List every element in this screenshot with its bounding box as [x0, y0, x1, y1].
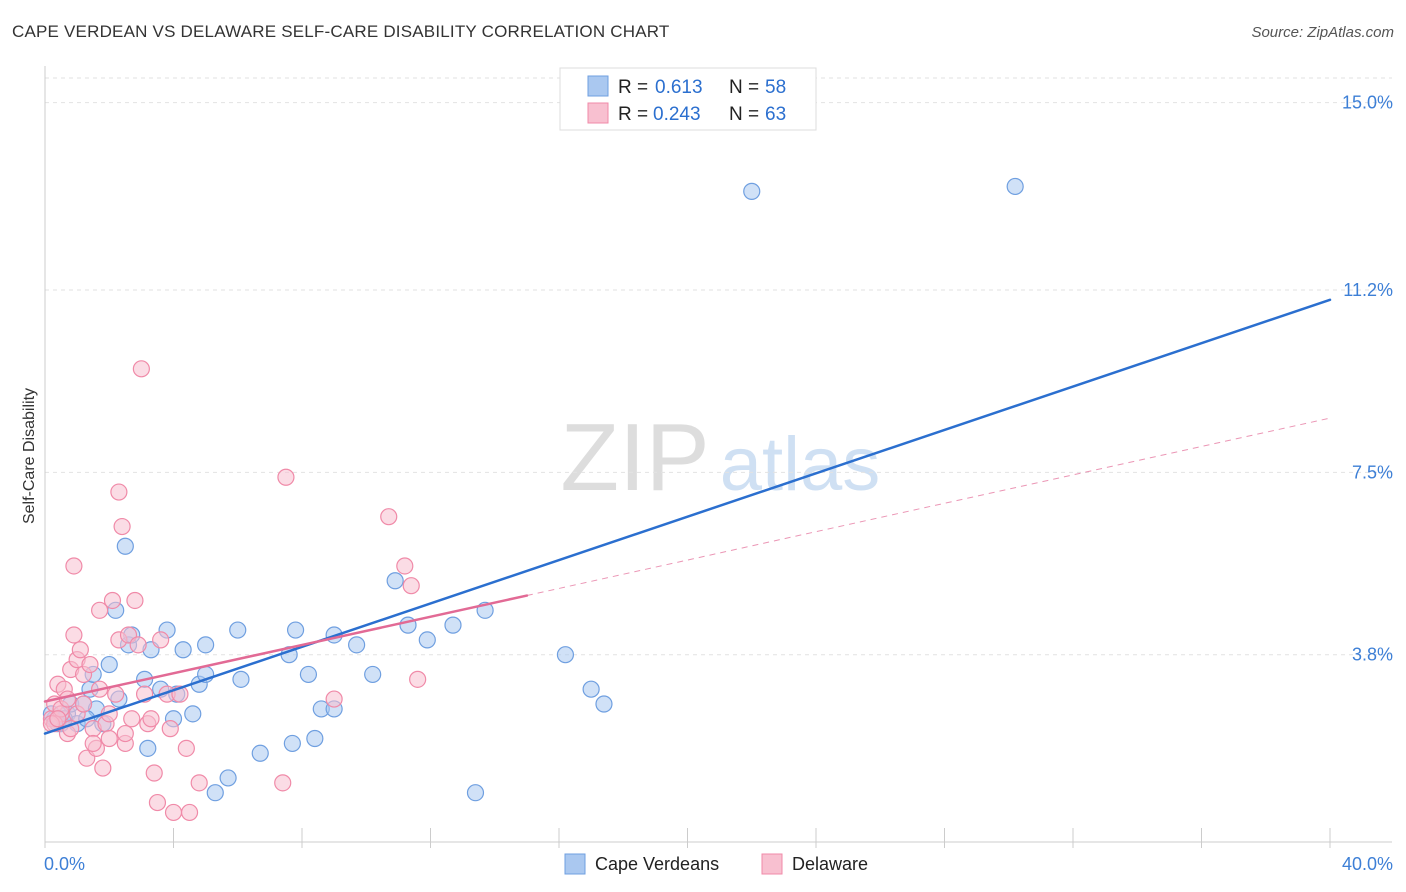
trend-line-delaware [43, 594, 529, 703]
series-legend: Cape Verdeans Delaware [564, 853, 868, 875]
point-delaware [116, 724, 134, 743]
point-delaware [177, 739, 195, 757]
x-tick-label-min: 0.0% [44, 854, 85, 874]
point-delaware [409, 670, 427, 688]
point-cape-verdeans [743, 182, 761, 200]
point-cape-verdeans [386, 572, 404, 590]
point-cape-verdeans [418, 631, 436, 649]
point-cape-verdeans [556, 646, 575, 664]
point-delaware [126, 591, 144, 610]
point-delaware [380, 508, 398, 526]
point-cape-verdeans [184, 705, 202, 723]
point-delaware [100, 729, 118, 748]
stats-legend-n-value: 58 [765, 77, 786, 98]
stats-legend-r-label: R = [618, 104, 648, 125]
point-delaware [142, 710, 160, 728]
point-delaware [402, 577, 420, 595]
point-delaware [396, 557, 414, 575]
stats-legend-n-label: N = [729, 77, 759, 98]
point-cape-verdeans [232, 670, 250, 688]
data-points [42, 177, 1024, 822]
point-cape-verdeans [206, 784, 224, 802]
y-tick-label: 11.2% [1343, 280, 1393, 300]
legend-swatch-delaware [761, 853, 783, 875]
point-delaware [49, 710, 67, 728]
point-cape-verdeans [595, 695, 613, 713]
point-cape-verdeans [299, 665, 318, 684]
point-cape-verdeans [100, 655, 118, 674]
stats-legend-n-value: 63 [765, 104, 786, 125]
gridlines [45, 77, 1392, 656]
point-cape-verdeans [286, 621, 305, 639]
point-cape-verdeans [251, 744, 269, 762]
point-cape-verdeans [283, 734, 301, 753]
point-cape-verdeans [364, 665, 382, 684]
point-delaware [107, 685, 125, 703]
point-delaware [132, 360, 150, 378]
point-cape-verdeans [306, 729, 324, 748]
point-delaware [145, 764, 163, 782]
point-delaware [152, 631, 170, 649]
point-cape-verdeans [582, 680, 600, 698]
watermark-zip: ZIP [560, 404, 709, 511]
point-delaware [94, 759, 112, 777]
axes: 3.8% 7.5% 11.2% 15.0% [44, 66, 1393, 848]
trend-line-delaware-extension [526, 417, 1331, 597]
point-cape-verdeans [1006, 177, 1024, 196]
legend-label-cape-verdeans: Cape Verdeans [595, 854, 719, 874]
point-cape-verdeans [197, 636, 215, 654]
point-cape-verdeans [229, 621, 247, 639]
point-delaware [81, 655, 99, 674]
point-delaware [110, 483, 128, 501]
watermark-atlas: atlas [720, 422, 881, 507]
point-delaware [74, 695, 93, 713]
point-cape-verdeans [444, 616, 462, 634]
point-cape-verdeans [174, 641, 192, 659]
chart-title: CAPE VERDEAN VS DELAWARE SELF-CARE DISAB… [12, 22, 670, 41]
point-delaware [190, 774, 208, 792]
point-delaware [71, 641, 89, 659]
point-delaware [65, 626, 83, 644]
stats-legend-swatch-cape-verdeans [587, 75, 609, 97]
point-cape-verdeans [466, 784, 485, 802]
point-cape-verdeans [219, 769, 237, 787]
point-cape-verdeans [116, 537, 134, 555]
y-tick-label: 7.5% [1352, 462, 1393, 482]
stats-legend: R = 0.613 N = 58 R = 0.243 N = 63 [559, 67, 817, 131]
point-cape-verdeans [348, 636, 366, 654]
point-delaware [65, 557, 83, 575]
stats-legend-r-label: R = [618, 77, 648, 98]
trend-line-cape-verdeans [43, 298, 1332, 735]
point-delaware [129, 636, 147, 654]
y-axis-label: Self-Care Disability [21, 388, 38, 524]
x-tick-label-max: 40.0% [1342, 854, 1393, 874]
point-cape-verdeans [139, 739, 157, 757]
chart-source: Source: ZipAtlas.com [1251, 24, 1394, 41]
y-tick-label: 15.0% [1342, 93, 1393, 113]
point-delaware [148, 793, 167, 812]
point-delaware [161, 720, 179, 738]
point-delaware [274, 774, 292, 792]
point-delaware [103, 591, 122, 610]
legend-swatch-cape-verdeans [564, 853, 586, 875]
point-delaware [84, 734, 102, 753]
point-delaware [91, 601, 109, 619]
point-delaware [325, 690, 343, 708]
point-delaware [123, 710, 141, 728]
stats-legend-r-value: 0.243 [653, 104, 701, 125]
legend-label-delaware: Delaware [792, 854, 868, 874]
y-tick-label: 3.8% [1352, 645, 1393, 665]
point-delaware [113, 517, 131, 536]
point-delaware [164, 803, 183, 822]
point-delaware [180, 803, 199, 822]
stats-legend-n-label: N = [729, 104, 759, 125]
point-delaware [277, 468, 295, 486]
stats-legend-r-value: 0.613 [655, 77, 703, 98]
stats-legend-swatch-delaware [587, 102, 609, 124]
trend-lines [43, 298, 1332, 735]
